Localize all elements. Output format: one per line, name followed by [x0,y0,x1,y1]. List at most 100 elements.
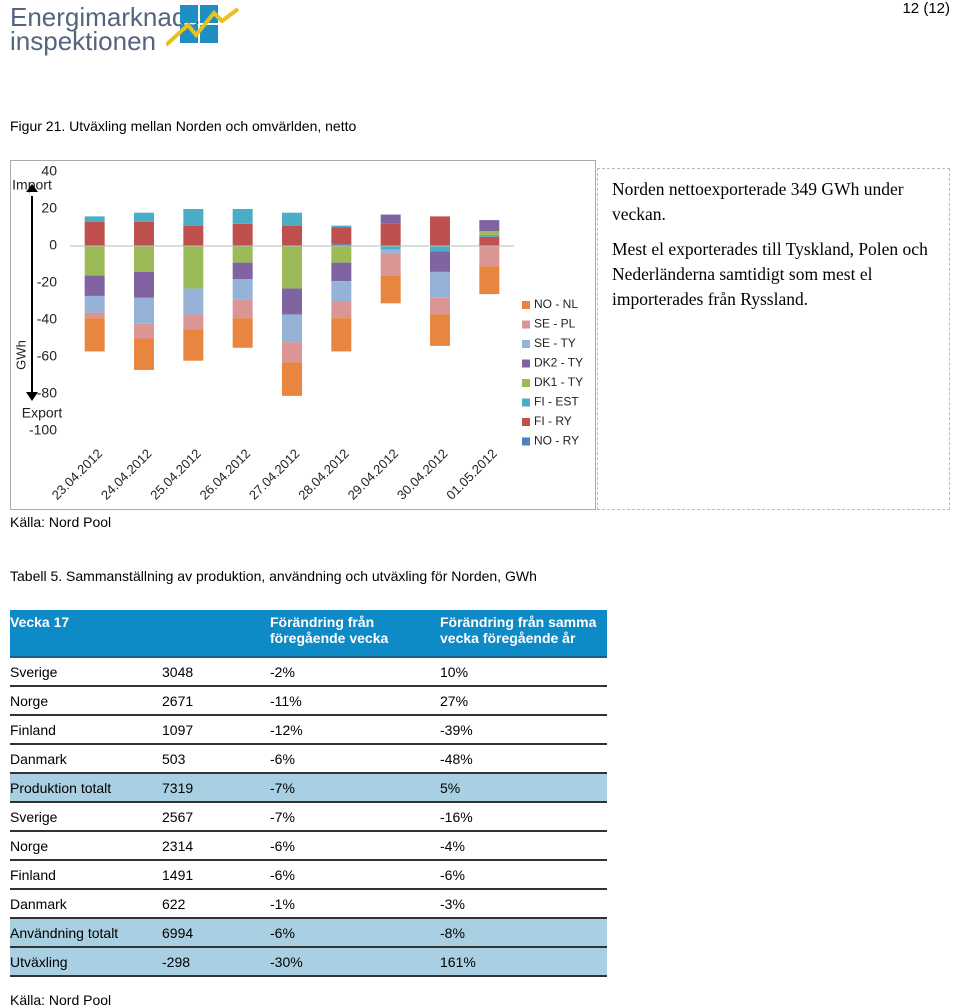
bar-segment [232,223,253,246]
table-row: Sverige 2567 -7% -16% [10,802,607,832]
table-cell: Finland [10,860,162,890]
legend-swatch [522,340,530,348]
bar-segment [232,209,253,224]
bar-segment [282,212,302,226]
y-tick-label: -60 [37,348,57,364]
bar-segment [84,312,105,319]
table-cell: 7319 [162,773,270,803]
bar-segment [331,244,352,246]
table-cell: -1% [270,889,440,919]
table-cell: -7% [270,773,440,803]
bar-segment [430,246,450,252]
header-cell: Förändring från föregående vecka [270,610,440,658]
figure-caption: Figur 21. Utväxling mellan Norden och om… [10,118,357,134]
bar-segment [331,246,352,263]
bar-segment [380,246,401,250]
bar-segment [183,246,204,289]
bar-segment [282,314,302,343]
legend-swatch [522,301,530,309]
legend-swatch [522,359,530,368]
y-tick-label: -20 [37,274,57,290]
table-cell: -2% [270,657,440,687]
legend-swatch [522,320,530,329]
table-cell: 503 [162,744,270,774]
y-tick-label: 20 [41,200,57,216]
table-cell: Utväxling [10,947,162,977]
bar-segment [84,295,105,313]
table-row: Norge 2314 -6% -4% [10,831,607,861]
bar-segment [430,271,450,298]
arrow-head [26,184,38,192]
legend-label: NO - RY [534,434,579,448]
table-cell: Användning totalt [10,918,162,948]
bar-segment [183,314,204,330]
table-cell: Sverige [10,802,162,832]
bar-segment [331,301,352,319]
table-cell: -48% [440,744,607,774]
table-cell: -30% [270,947,440,977]
table-caption: Tabell 5. Sammanställning av produktion,… [10,568,537,584]
x-tick-label: 29.04.2012 [345,446,402,503]
table-cell: 2314 [162,831,270,861]
bar-segment [183,329,204,361]
table-cell: -6% [270,860,440,890]
table-row: Sverige 3048 -2% 10% [10,657,607,687]
table-cell: -4% [440,831,607,861]
table-cell: 5% [440,773,607,803]
bar-segment [282,288,302,315]
table-cell: 3048 [162,657,270,687]
bar-segment [430,216,450,246]
logo-icon [166,5,240,47]
table-row: Danmark 503 -6% -48% [10,744,607,774]
y-tick-label: -100 [29,422,57,438]
table-cell: -7% [270,802,440,832]
x-tick-label: 30.04.2012 [394,446,451,503]
page-number: 12 (12) [902,0,950,17]
bar-segment [232,246,253,263]
table-cell: -298 [162,947,270,977]
table-cell: Norge [10,686,162,716]
chart-frame [10,160,596,510]
table-cell: -6% [270,831,440,861]
bar-segment [479,231,500,235]
bar-segment [232,262,253,280]
table-cell: 2567 [162,802,270,832]
x-tick-label: 24.04.2012 [98,446,155,503]
legend-swatch [522,418,530,426]
table-cell: -3% [440,889,607,919]
bar-segment [430,251,450,272]
table-cell: Sverige [10,657,162,687]
table-row: Danmark 622 -1% -3% [10,889,607,919]
legend-swatch [522,398,530,407]
bar-segment [282,362,302,396]
legend-label: FI - RY [534,414,572,428]
bar-segment [479,266,500,295]
x-tick-label: 25.04.2012 [147,446,204,503]
y-tick-label: -40 [37,311,57,327]
table-row: Finland 1097 -12% -39% [10,715,607,745]
bar-segment [232,279,253,300]
table-cell: -6% [270,744,440,774]
table-cell: -6% [270,918,440,948]
bar-segment [183,225,204,246]
paragraph: Mest el exporterades till Tyskland, Pole… [612,239,928,309]
legend-label: SE - TY [534,336,576,350]
header-cell: Förändring från samma vecka föregående å… [440,610,607,658]
bar-segment [430,297,450,315]
arrow-head [26,392,38,401]
x-tick-label: 01.05.2012 [443,446,500,503]
table-cell: -39% [440,715,607,745]
bar-segment [331,318,352,352]
bar-segment [380,249,401,254]
legend-swatch [522,379,530,387]
bar-segment [479,220,500,232]
bar-segment [84,246,105,276]
bar-segment [84,318,105,352]
table-row: Produktion totalt 7319 -7% 5% [10,773,607,803]
bar-segment [134,271,154,298]
bar-segment [282,342,302,363]
legend-label: DK2 - TY [534,356,583,370]
table-cell: Danmark [10,744,162,774]
bar-segment [479,234,500,237]
